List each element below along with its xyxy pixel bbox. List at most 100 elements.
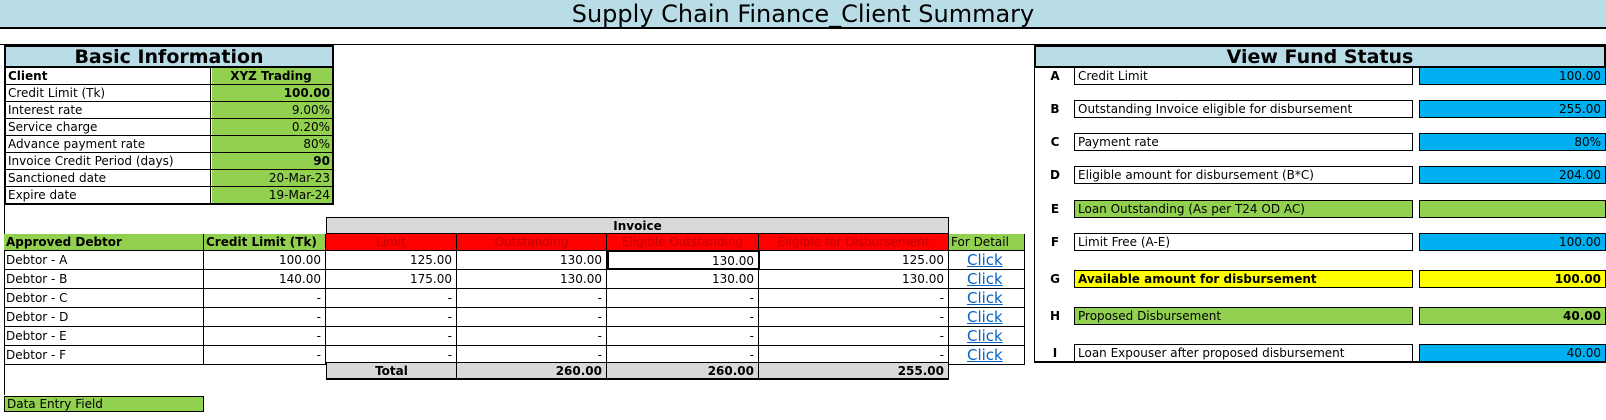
total-label: Total xyxy=(326,362,457,380)
debtor-credit-limit-cell[interactable]: 140.00 xyxy=(204,270,326,289)
available-amount-value[interactable]: 100.00 xyxy=(1419,270,1606,288)
fund-row-letter: E xyxy=(1050,202,1060,216)
debtor-outstanding-cell[interactable]: - xyxy=(457,308,607,327)
debtor-outstanding-cell[interactable]: 130.00 xyxy=(457,270,607,289)
detail-link[interactable]: Click xyxy=(949,251,1025,270)
fund-row-label: Loan Expouser after proposed disbursemen… xyxy=(1074,344,1413,362)
debtor-eligible-disbursement-cell[interactable]: 130.00 xyxy=(759,270,949,289)
eligible-outstanding-value[interactable]: 255.00 xyxy=(1419,100,1606,118)
advance-rate-cell[interactable]: 80% xyxy=(212,136,332,152)
debtor-limit-cell[interactable]: - xyxy=(326,308,457,327)
detail-link[interactable]: Click xyxy=(949,308,1025,327)
fund-row-label: Credit Limit xyxy=(1074,67,1413,85)
debtor-credit-limit-cell[interactable]: - xyxy=(204,308,326,327)
basic-info-row-service-charge: Service charge 0.20% xyxy=(4,119,334,136)
debtor-name-cell[interactable]: Debtor - A xyxy=(4,251,204,270)
fund-row-letter: H xyxy=(1049,309,1061,323)
fund-status-border-bottom xyxy=(1034,361,1606,363)
basic-info-row-client: Client XYZ Trading xyxy=(4,68,334,85)
debtor-name-cell[interactable]: Debtor - E xyxy=(4,327,204,346)
basic-info-row-advance-rate: Advance payment rate 80% xyxy=(4,136,334,153)
total-eligible-disbursement: 255.00 xyxy=(759,362,949,380)
header-eligible-outstanding: Eligible Outstanding xyxy=(607,234,759,251)
sheet-border xyxy=(4,205,5,395)
basic-info-label: Client xyxy=(8,68,211,84)
fund-row-label: Eligible amount for disbursement (B*C) xyxy=(1074,166,1413,184)
basic-info-label: Invoice Credit Period (days) xyxy=(8,153,211,169)
detail-link[interactable]: Click xyxy=(949,289,1025,308)
data-entry-legend: Data Entry Field xyxy=(4,396,204,412)
fund-row-letter: I xyxy=(1052,346,1058,360)
debtor-credit-limit-cell[interactable]: 100.00 xyxy=(204,251,326,270)
credit-limit-cell[interactable]: 100.00 xyxy=(212,85,332,101)
eligible-amount-value[interactable]: 204.00 xyxy=(1419,166,1606,184)
header-approved-debtor: Approved Debtor xyxy=(4,234,204,251)
detail-link[interactable]: Click xyxy=(949,327,1025,346)
header-eligible-disbursement: Eligible for Disbursement xyxy=(759,234,949,251)
credit-limit-value[interactable]: 100.00 xyxy=(1419,67,1606,85)
sheet-title: Supply Chain Finance_Client Summary xyxy=(0,0,1606,29)
limit-free-value[interactable]: 100.00 xyxy=(1419,233,1606,251)
debtor-eligible-outstanding-cell[interactable]: - xyxy=(607,327,759,346)
fund-row-letter: A xyxy=(1050,69,1060,83)
debtor-limit-cell[interactable]: 175.00 xyxy=(326,270,457,289)
debtor-name-cell[interactable]: Debtor - F xyxy=(4,346,204,365)
selected-cell[interactable]: 130.00 xyxy=(607,250,760,270)
payment-rate-value[interactable]: 80% xyxy=(1419,133,1606,151)
basic-info-label: Sanctioned date xyxy=(8,170,211,186)
header-outstanding: Outstanding xyxy=(457,234,607,251)
fund-row-letter: G xyxy=(1050,272,1060,286)
service-charge-cell[interactable]: 0.20% xyxy=(212,119,332,135)
debtor-eligible-disbursement-cell[interactable]: - xyxy=(759,308,949,327)
debtor-limit-cell[interactable]: 125.00 xyxy=(326,251,457,270)
header-for-detail: For Detail xyxy=(949,234,1025,251)
debtor-outstanding-cell[interactable]: - xyxy=(457,327,607,346)
blank-row xyxy=(0,29,1606,45)
proposed-disbursement-value[interactable]: 40.00 xyxy=(1419,307,1606,325)
debtor-name-cell[interactable]: Debtor - C xyxy=(4,289,204,308)
fund-status-border-left xyxy=(1034,68,1035,362)
invoice-group-header: Invoice xyxy=(326,217,949,234)
debtor-limit-cell[interactable]: - xyxy=(326,327,457,346)
basic-info-row-credit-limit: Credit Limit (Tk) 100.00 xyxy=(4,85,334,102)
debtor-outstanding-cell[interactable]: 130.00 xyxy=(457,251,607,270)
debtor-outstanding-cell[interactable]: - xyxy=(457,289,607,308)
fund-row-letter: B xyxy=(1050,102,1060,116)
fund-row-letter: F xyxy=(1050,235,1060,249)
debtor-eligible-outstanding-cell[interactable]: - xyxy=(607,308,759,327)
basic-info-row-interest-rate: Interest rate 9.00% xyxy=(4,102,334,119)
debtor-credit-limit-cell[interactable]: - xyxy=(204,289,326,308)
fund-row-label: Available amount for disbursement xyxy=(1074,270,1413,288)
fund-row-label: Outstanding Invoice eligible for disburs… xyxy=(1074,100,1413,118)
basic-info-heading: Basic Information xyxy=(4,45,334,68)
debtor-eligible-disbursement-cell[interactable]: 125.00 xyxy=(760,251,949,270)
interest-rate-cell[interactable]: 9.00% xyxy=(212,102,332,118)
credit-period-cell[interactable]: 90 xyxy=(212,153,332,169)
client-name-cell[interactable]: XYZ Trading xyxy=(212,68,332,84)
fund-row-label: Limit Free (A-E) xyxy=(1074,233,1413,251)
basic-info-label: Credit Limit (Tk) xyxy=(8,85,211,101)
detail-link[interactable]: Click xyxy=(949,346,1025,365)
debtor-limit-cell[interactable]: - xyxy=(326,289,457,308)
debtor-credit-limit-cell[interactable]: - xyxy=(204,346,326,365)
debtor-eligible-disbursement-cell[interactable]: - xyxy=(759,327,949,346)
debtor-name-cell[interactable]: Debtor - D xyxy=(4,308,204,327)
basic-info-label: Advance payment rate xyxy=(8,136,211,152)
fund-row-label: Loan Outstanding (As per T24 OD AC) xyxy=(1074,200,1413,218)
detail-link[interactable]: Click xyxy=(949,270,1025,289)
debtor-eligible-outstanding-cell[interactable]: 130.00 xyxy=(607,270,759,289)
debtor-eligible-disbursement-cell[interactable]: - xyxy=(759,289,949,308)
basic-info-label: Interest rate xyxy=(8,102,211,118)
basic-info-row-credit-period: Invoice Credit Period (days) 90 xyxy=(4,153,334,170)
fund-row-label: Payment rate xyxy=(1074,133,1413,151)
debtor-name-cell[interactable]: Debtor - B xyxy=(4,270,204,289)
debtor-credit-limit-cell[interactable]: - xyxy=(204,327,326,346)
debtor-eligible-outstanding-cell[interactable]: - xyxy=(607,289,759,308)
expire-date-cell[interactable]: 19-Mar-24 xyxy=(212,187,332,203)
sanctioned-date-cell[interactable]: 20-Mar-23 xyxy=(212,170,332,186)
header-credit-limit: Credit Limit (Tk) xyxy=(204,234,326,251)
header-limit: Limit xyxy=(326,234,457,251)
loan-exposure-value[interactable]: 40.00 xyxy=(1419,344,1606,362)
fund-row-letter: D xyxy=(1050,168,1060,182)
loan-outstanding-value[interactable] xyxy=(1419,200,1606,218)
